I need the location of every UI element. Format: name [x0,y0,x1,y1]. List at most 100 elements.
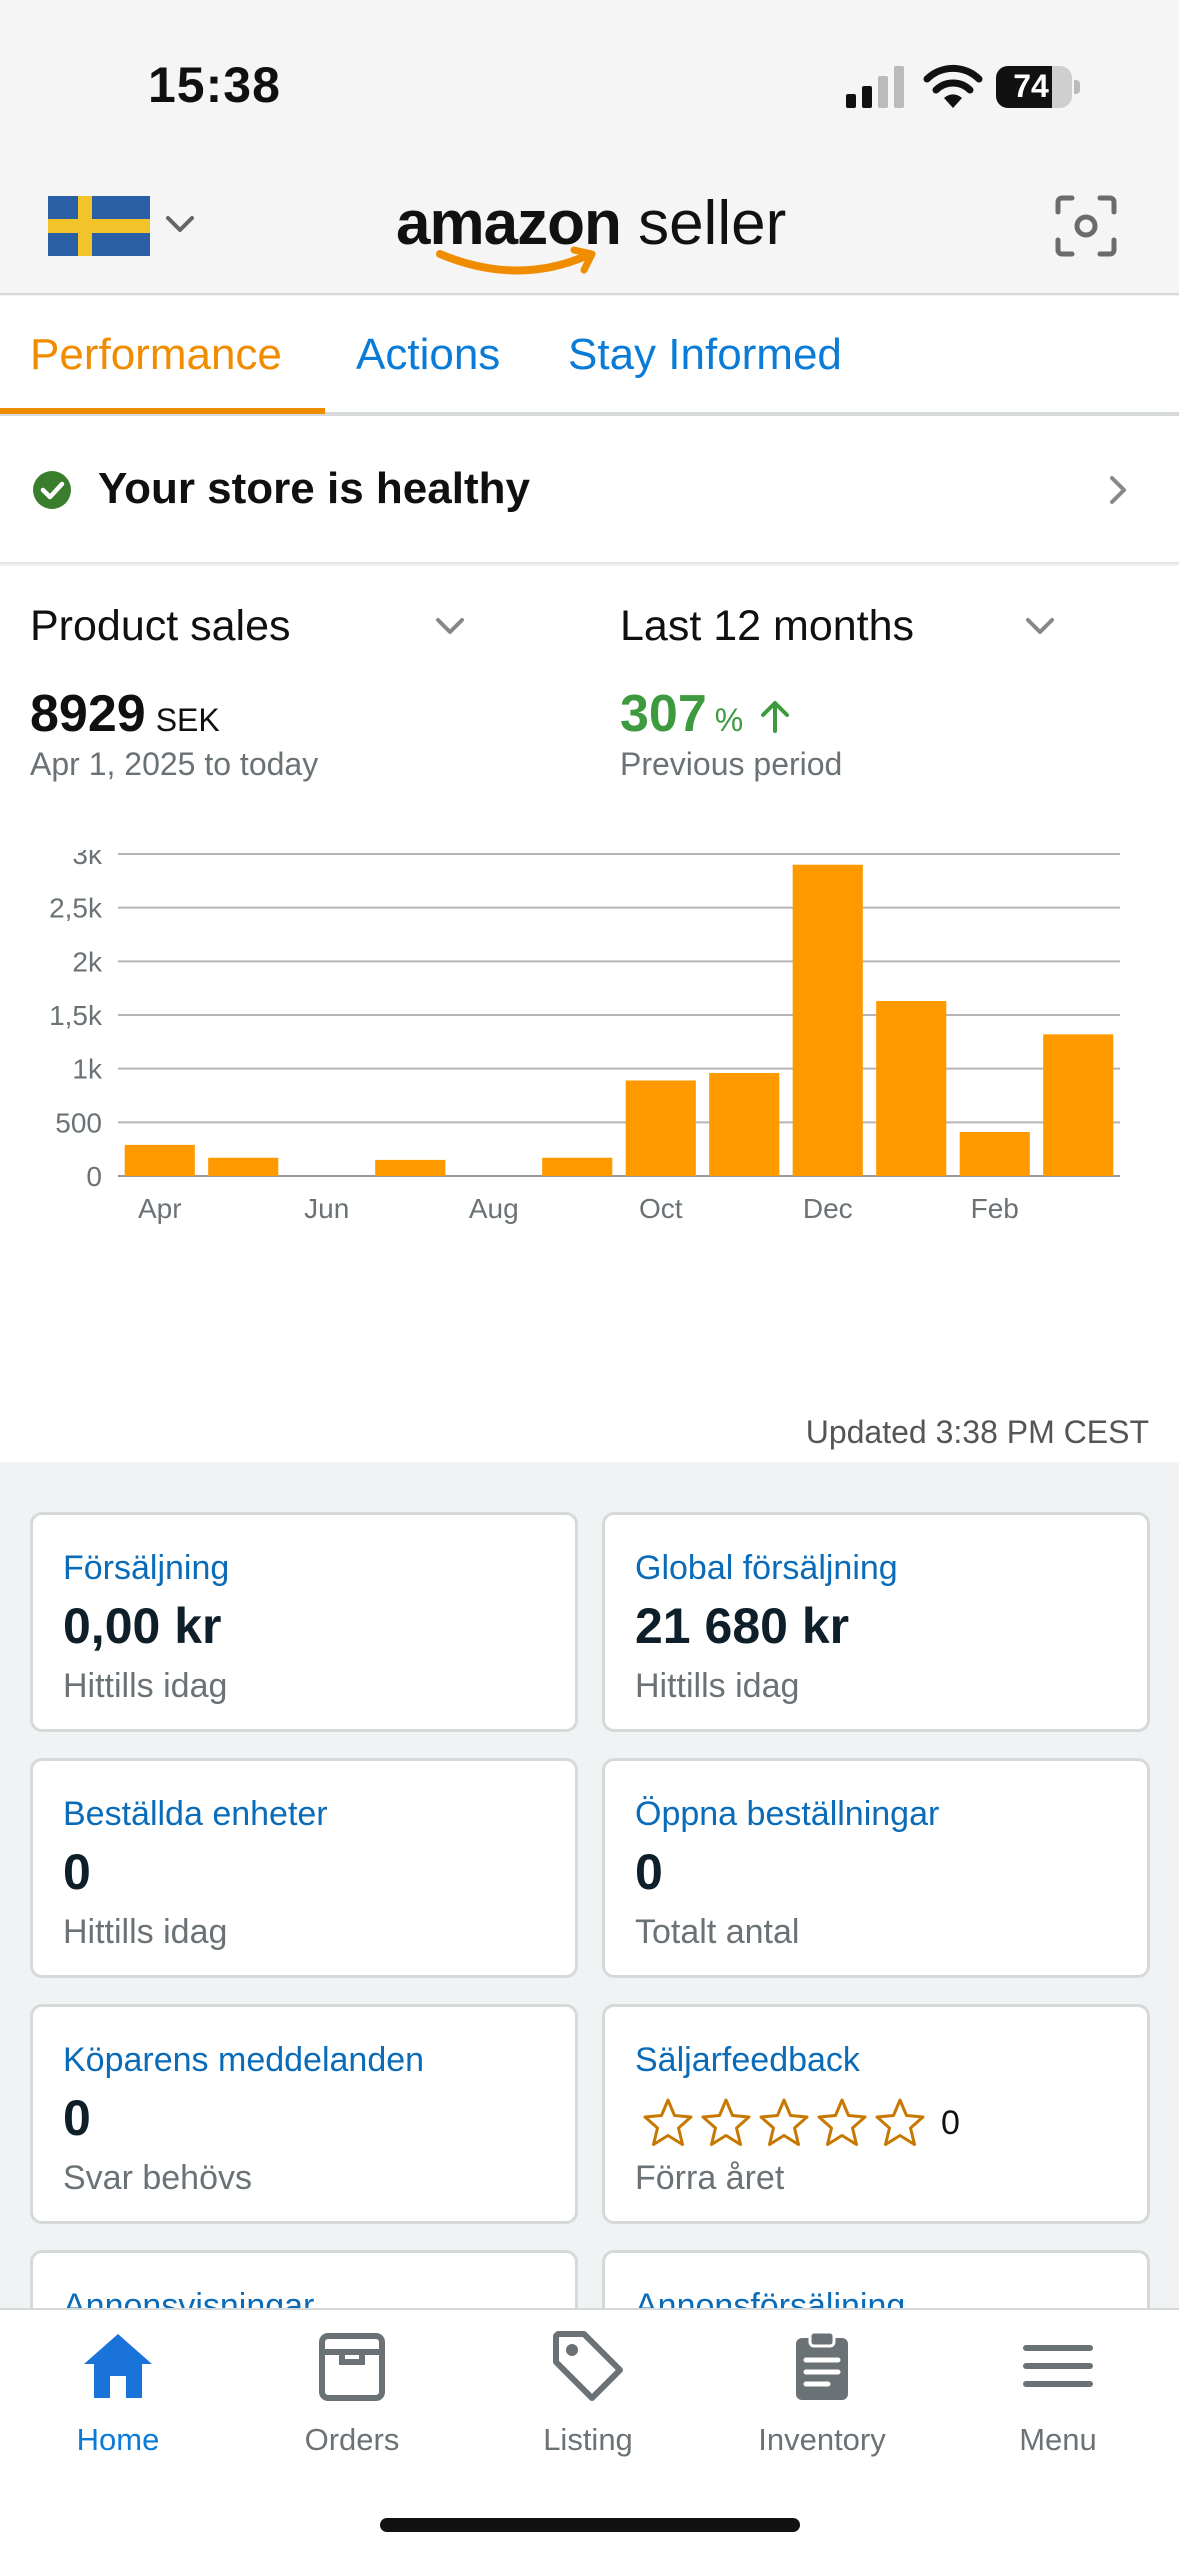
wifi-icon [923,64,983,108]
updated-timestamp: Updated 3:38 PM CEST [805,1414,1149,1450]
nav-home[interactable]: Home [18,2326,218,2476]
card-buyer-messages[interactable]: Köparens meddelanden 0 Svar behövs [30,2004,578,2224]
bar-jan[interactable] [876,1001,947,1176]
tag-icon [553,2331,623,2401]
card-title: Köparens meddelanden [63,2041,425,2079]
bar-mar[interactable] [1043,1034,1114,1176]
sales-change-unit: % [714,702,744,738]
date-range: Apr 1, 2025 to today [30,746,319,782]
tab-stay-informed[interactable]: Stay Informed [568,330,842,379]
bar-sep[interactable] [542,1157,613,1176]
store-health-label: Your store is healthy [98,464,530,513]
bar-may[interactable] [208,1157,279,1176]
card-value: 0 [635,1844,663,1900]
card-subtitle: Förra året [635,2159,785,2197]
home-icon [84,2334,152,2398]
x-tick-label: Feb [971,1193,1019,1224]
tab-performance[interactable]: Performance [30,330,282,379]
nav-listing-label: Listing [543,2422,633,2457]
card-title: Försäljning [63,1549,230,1587]
card-title: Säljarfeedback [635,2041,860,2079]
card-value: 0,00 kr [63,1598,222,1654]
y-tick-label: 0 [86,1161,102,1192]
card-title: Beställda enheter [63,1795,328,1833]
star-icon [701,2098,751,2146]
app-header: amazon seller [0,160,1179,295]
card-open-orders[interactable]: Öppna beställningar 0 Totalt antal [602,1758,1150,1978]
store-health-row[interactable]: Your store is healthy [0,416,1179,564]
y-tick-label: 500 [55,1107,102,1138]
card-value: 0 [63,2090,91,2146]
bar-nov[interactable] [709,1072,780,1176]
cellular-signal-icon [846,66,904,108]
total-sales-unit: SEK [155,702,220,738]
bar-jul[interactable] [375,1159,446,1176]
nav-menu-label: Menu [1019,2422,1097,2457]
bar-apr[interactable] [124,1144,195,1176]
period-dropdown[interactable]: Last 12 months [620,602,915,650]
sales-bar-chart: 0 500 1k 1,5k 2k 2,5k 3k Apr Jun Aug Oct Dec Feb [49,850,1120,1224]
change-label: Previous period [620,746,843,782]
sales-change-value: 307% [620,684,792,744]
hamburger-menu-icon [1023,2345,1093,2387]
y-tick-label: 1k [72,1054,103,1085]
y-tick-label: 1,5k [49,1000,103,1031]
star-icon [875,2098,925,2146]
card-subtitle: Svar behövs [63,2159,252,2197]
sweden-flag-icon[interactable] [48,196,150,256]
nav-inventory-label: Inventory [758,2422,886,2457]
amazon-seller-logo: amazon seller [396,188,786,278]
nav-inventory[interactable]: Inventory [722,2326,922,2476]
nav-listing[interactable]: Listing [488,2326,688,2476]
bar-feb[interactable] [959,1131,1030,1176]
card-title: Global försäljning [635,1549,898,1587]
orders-box-icon [319,2333,385,2401]
sales-section: Product sales Last 12 months 8929 SEK Apr… [0,566,1179,1462]
amazon-smile-icon [436,246,596,275]
card-seller-feedback[interactable]: Säljarfeedback 0 Förra året [602,2004,1150,2224]
y-tick-label: 3k [72,850,103,870]
chevron-right-icon [1110,476,1126,504]
x-tick-label: Apr [138,1193,182,1224]
logo-light: seller [638,189,787,258]
bar-dec[interactable] [792,864,863,1176]
logo-bold: amazon [396,189,622,258]
card-subtitle: Hittills idag [63,1913,228,1951]
x-tick-label: Oct [639,1193,683,1224]
x-tick-label: Aug [469,1193,519,1224]
card-value: 0 [63,1844,91,1900]
x-tick-label: Jun [304,1193,349,1224]
total-sales-value: 8929 SEK [30,685,220,743]
card-global-sales[interactable]: Global försäljning 21 680 kr Hittills id… [602,1512,1150,1732]
card-ordered-units[interactable]: Beställda enheter 0 Hittills idag [30,1758,578,1978]
x-tick-label: Dec [803,1193,853,1224]
star-icon [817,2098,867,2146]
clock: 15:38 [148,57,281,113]
metric-dropdown[interactable]: Product sales [30,602,291,650]
chevron-down-icon[interactable] [1020,606,1060,646]
card-subtitle: Hittills idag [635,1667,800,1705]
card-value: 21 680 kr [635,1598,850,1654]
card-subtitle: Hittills idag [63,1667,228,1705]
arrow-up-icon [760,701,789,733]
battery-percent: 74 [1013,68,1049,104]
camera-scan-icon[interactable] [1054,194,1118,258]
bar-oct[interactable] [625,1080,696,1176]
rating-count: 0 [941,2103,960,2142]
clipboard-icon [796,2330,848,2400]
chevron-down-icon[interactable] [430,606,470,646]
bottom-navigation: Home Orders Listing Inventory Menu [0,2308,1179,2556]
nav-home-label: Home [76,2422,160,2457]
check-circle-icon [33,471,71,509]
y-tick-label: 2,5k [49,893,103,924]
y-tick-label: 2k [72,946,103,977]
chevron-down-icon[interactable] [160,204,200,244]
metric-cards: Försäljning 0,00 kr Hittills idag Global… [0,1462,1179,2470]
tab-bar: Performance Actions Stay Informed [0,296,1179,416]
star-icon [759,2098,809,2146]
tab-actions[interactable]: Actions [356,330,501,379]
nav-orders[interactable]: Orders [252,2326,452,2476]
home-indicator [380,2518,800,2532]
nav-menu[interactable]: Menu [958,2326,1158,2476]
card-sales[interactable]: Försäljning 0,00 kr Hittills idag [30,1512,578,1732]
